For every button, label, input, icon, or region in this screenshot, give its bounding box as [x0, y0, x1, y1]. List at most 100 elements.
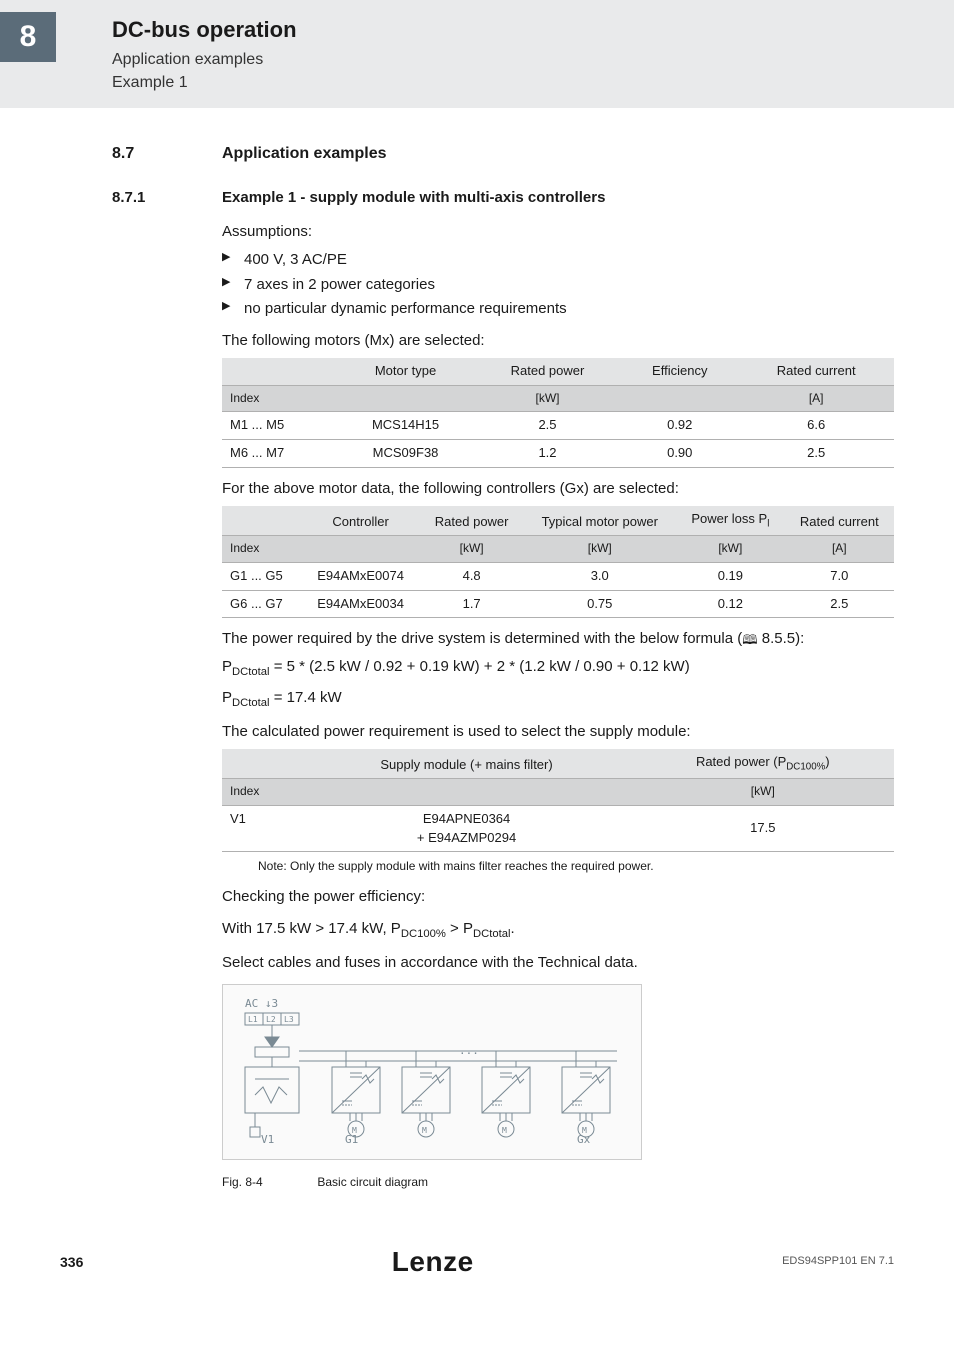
col-unit [301, 536, 420, 562]
col-unit: Index [222, 536, 301, 562]
assumption-item: 7 axes in 2 power categories [222, 274, 894, 296]
cell: 0.90 [621, 440, 738, 468]
chapter-number-box: 8 [0, 12, 56, 62]
col-header: Motor type [337, 358, 474, 385]
assumption-item: 400 V, 3 AC/PE [222, 249, 894, 271]
l2-label: L2 [266, 1015, 276, 1024]
cell: M1 ... M5 [222, 412, 337, 440]
cell: 1.2 [474, 440, 621, 468]
formula-p: P [222, 689, 232, 706]
cell: 7.0 [785, 562, 894, 590]
col-header-post: ) [825, 754, 829, 769]
supply-table: Supply module (+ mains filter) Rated pow… [222, 749, 894, 853]
checking-mid: > P [446, 920, 473, 937]
chapter-title: DC-bus operation [112, 14, 297, 46]
checking-line: With 17.5 kW > 17.4 kW, PDC100% > PDCtot… [222, 918, 894, 942]
body-inner: Assumptions: 400 V, 3 AC/PE 7 axes in 2 … [222, 221, 894, 1192]
col-header [222, 358, 337, 385]
motors-intro: The following motors (Mx) are selected: [222, 330, 894, 352]
chapter-header: 8 DC-bus operation Application examples … [0, 0, 954, 108]
doc-id: EDS94SPP101 EN 7.1 [782, 1254, 894, 1270]
formula-rest: = 17.4 kW [270, 689, 342, 706]
figure-caption-text: Basic circuit diagram [317, 1175, 428, 1189]
supply-note: Note: Only the supply module with mains … [258, 858, 894, 875]
motor-icon: M [502, 1126, 507, 1135]
col-header-text: Power loss P [691, 511, 767, 526]
col-unit: Index [222, 385, 337, 411]
col-unit: [kW] [676, 536, 785, 562]
page-number: 336 [60, 1252, 83, 1272]
assumptions-list: 400 V, 3 AC/PE 7 axes in 2 power categor… [222, 249, 894, 320]
col-header-pre: Rated power (P [696, 754, 786, 769]
subscript: DCtotal [232, 697, 270, 709]
col-unit: [A] [738, 385, 894, 411]
cell: V1 [222, 805, 302, 852]
l1-label: L1 [248, 1015, 258, 1024]
g1-label: G1 [345, 1133, 358, 1145]
chapter-number: 8 [20, 15, 37, 59]
ellipsis-icon: ··· [459, 1047, 479, 1060]
col-unit: [kW] [632, 779, 894, 805]
supply-mod-1: E94APNE0364 [423, 811, 510, 826]
cell: E94AMxE0074 [301, 562, 420, 590]
col-header: Supply module (+ mains filter) [302, 749, 632, 779]
formula-p: P [222, 658, 232, 675]
cell: 4.8 [420, 562, 524, 590]
book-icon: 🕮 [742, 632, 757, 647]
col-header: Rated power [474, 358, 621, 385]
lenze-logo: Lenze [392, 1242, 474, 1283]
subscript: DCtotal [473, 928, 511, 940]
col-header: Rated power (PDC100%) [632, 749, 894, 779]
formula-intro: The power required by the drive system i… [222, 628, 894, 650]
formula-line-2: PDCtotal = 17.4 kW [222, 687, 894, 711]
table-row: G1 ... G5 E94AMxE0074 4.8 3.0 0.19 7.0 [222, 562, 894, 590]
formula-intro-ref: 8.5.5): [758, 630, 805, 647]
col-header [222, 749, 302, 779]
calc-intro: The calculated power requirement is used… [222, 721, 894, 743]
cell: 0.12 [676, 590, 785, 618]
chapter-subtitle-1: Application examples [112, 48, 297, 71]
checking-label: Checking the power efficiency: [222, 886, 894, 908]
formula-rest: = 5 * (2.5 kW / 0.92 + 0.19 kW) + 2 * (1… [270, 658, 690, 675]
controllers-intro: For the above motor data, the following … [222, 478, 894, 500]
page-content: 8.7 Application examples 8.7.1 Example 1… [0, 108, 954, 1212]
cell: E94AMxE0034 [301, 590, 420, 618]
subscript: DC100% [401, 928, 446, 940]
cell: G6 ... G7 [222, 590, 301, 618]
cell: 3.0 [523, 562, 676, 590]
cell: 2.5 [738, 440, 894, 468]
subsection-heading-row: 8.7.1 Example 1 - supply module with mul… [112, 187, 894, 209]
cell: MCS09F38 [337, 440, 474, 468]
chapter-titles: DC-bus operation Application examples Ex… [112, 12, 297, 94]
supply-mod-2: + E94AZMP0294 [417, 830, 516, 845]
cell: 2.5 [785, 590, 894, 618]
cell: 0.92 [621, 412, 738, 440]
formula-line-1: PDCtotal = 5 * (2.5 kW / 0.92 + 0.19 kW)… [222, 656, 894, 680]
col-header: Rated current [785, 506, 894, 536]
col-header: Controller [301, 506, 420, 536]
col-unit: [kW] [523, 536, 676, 562]
col-unit: [kW] [420, 536, 524, 562]
col-unit: [A] [785, 536, 894, 562]
col-unit [621, 385, 738, 411]
formula-intro-pre: The power required by the drive system i… [222, 630, 742, 647]
cell: E94APNE0364 + E94AZMP0294 [302, 805, 632, 852]
col-unit [302, 779, 632, 805]
chapter-subtitle-2: Example 1 [112, 71, 297, 94]
checking-post: . [510, 920, 514, 937]
col-header [222, 506, 301, 536]
figure-caption: Fig. 8-4 Basic circuit diagram [222, 1174, 894, 1191]
figure-label: Fig. 8-4 [222, 1174, 314, 1191]
circuit-svg: AC ↓3 L1 L2 L3 [237, 995, 627, 1145]
table-row: G6 ... G7 E94AMxE0034 1.7 0.75 0.12 2.5 [222, 590, 894, 618]
cell: 0.75 [523, 590, 676, 618]
subscript: DCtotal [232, 666, 270, 678]
motor-icon: M [422, 1126, 427, 1135]
subscript: DC100% [786, 761, 825, 772]
table-row: M6 ... M7 MCS09F38 1.2 0.90 2.5 [222, 440, 894, 468]
col-header: Typical motor power [523, 506, 676, 536]
section-heading-row: 8.7 Application examples [112, 142, 894, 165]
section-title: Application examples [222, 142, 387, 165]
col-header: Rated current [738, 358, 894, 385]
cell: 2.5 [474, 412, 621, 440]
